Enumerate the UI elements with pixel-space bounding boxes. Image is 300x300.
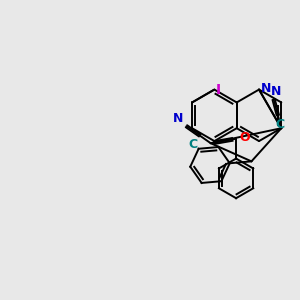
Text: C: C	[189, 137, 198, 151]
Text: N: N	[173, 112, 183, 125]
Text: O: O	[239, 131, 250, 144]
Text: C: C	[275, 118, 284, 131]
Text: N: N	[261, 82, 272, 95]
Text: N: N	[270, 85, 281, 98]
Text: I: I	[215, 83, 220, 97]
